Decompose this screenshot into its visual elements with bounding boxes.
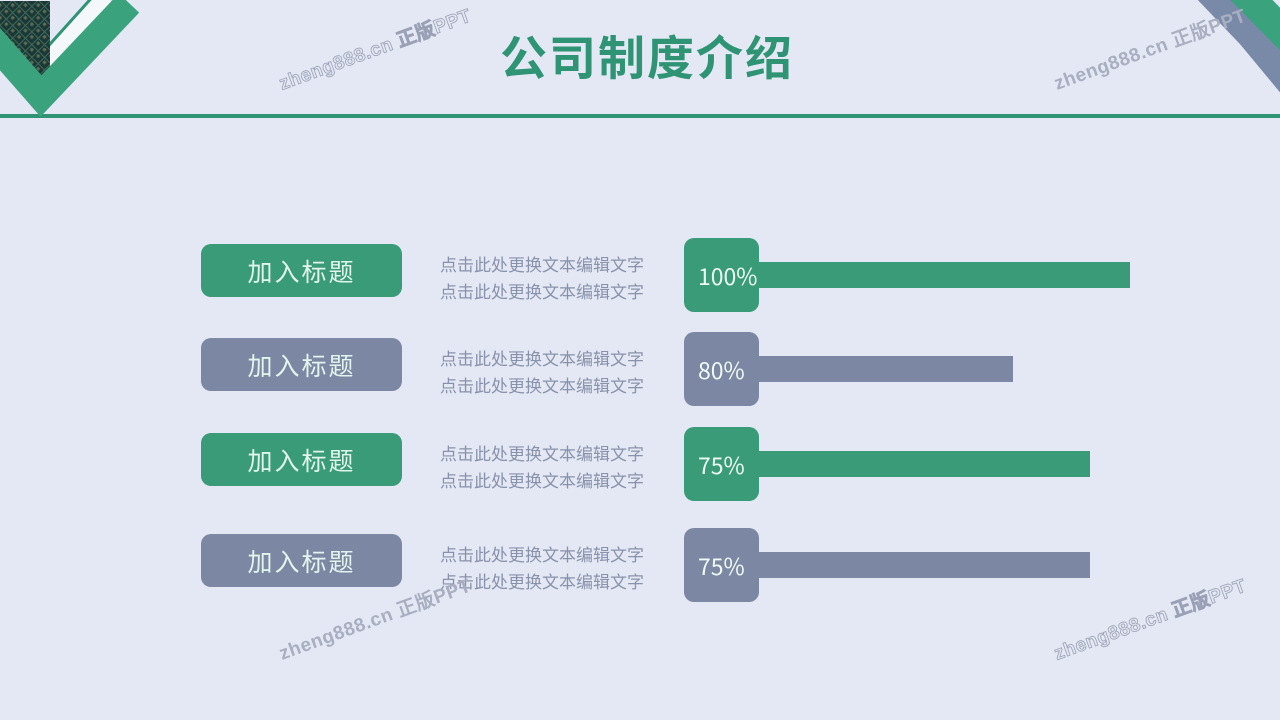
svg-text:zheng888.cn 正版PPT: zheng888.cn 正版PPT bbox=[1051, 4, 1249, 95]
svg-text:zheng888.cn 正版PPT: zheng888.cn 正版PPT bbox=[276, 4, 474, 95]
svg-text:zheng888.cn 正版PPT: zheng888.cn 正版PPT bbox=[1051, 574, 1249, 665]
